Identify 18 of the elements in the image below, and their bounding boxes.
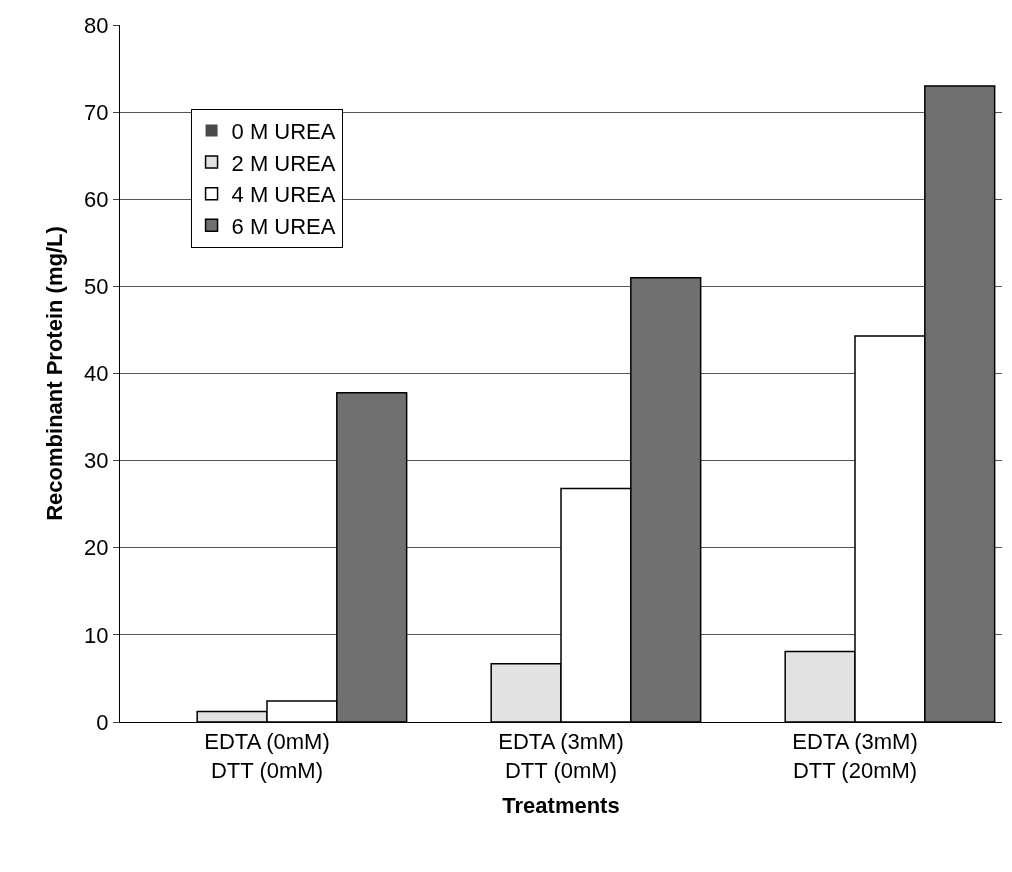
y-tick-label: 60 [84,186,109,212]
x-tick-label: EDTA (3mM) DTT (0mM) [498,729,624,783]
legend-label: 4 M UREA [231,182,336,208]
y-axis-title: Recombinant Protein (mg/L) [41,226,67,521]
y-tick-label: 70 [84,99,109,125]
legend-label: 6 M UREA [231,213,336,239]
y-tick-label: 20 [84,535,109,561]
x-tick-label: EDTA (0mM) DTT (0mM) [204,729,330,783]
y-tick-label: 0 [96,709,109,735]
y-tick-label: 30 [84,448,109,474]
y-tick-label: 10 [84,622,109,648]
y-tick-label: 50 [84,274,109,300]
y-tick-label: 40 [84,361,109,387]
x-axis-title: Treatments [502,792,620,818]
legend-label: 2 M UREA [231,150,336,176]
x-tick-label: EDTA (3mM) DTT (20mM) [792,729,918,783]
legend-label: 0 M UREA [231,119,336,145]
y-tick-label: 80 [84,12,109,38]
